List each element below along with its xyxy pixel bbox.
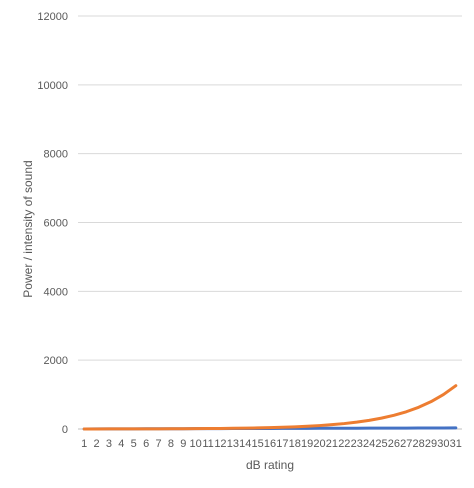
- x-tick-label: 19: [301, 438, 313, 450]
- y-tick-label: 2000: [44, 355, 68, 367]
- x-tick-label: 3: [106, 438, 112, 450]
- x-axis-title: dB rating: [246, 458, 294, 472]
- x-tick-label: 10: [190, 438, 202, 450]
- x-tick-label: 18: [289, 438, 301, 450]
- x-tick-label: 6: [143, 438, 149, 450]
- x-tick-label: 22: [338, 438, 350, 450]
- x-tick-label: 23: [351, 438, 363, 450]
- x-tick-label: 28: [413, 438, 425, 450]
- x-tick-label: 5: [131, 438, 137, 450]
- x-tick-label: 9: [180, 438, 186, 450]
- x-tick-label: 12: [214, 438, 226, 450]
- x-tick-label: 14: [239, 438, 251, 450]
- gridlines: [78, 15, 462, 430]
- x-tick-label: 24: [363, 438, 375, 450]
- y-axis-title: Power / intensity of sound: [21, 160, 35, 297]
- x-tick-label: 8: [168, 438, 174, 450]
- y-tick-label: 0: [62, 424, 68, 436]
- x-tick-label: 4: [118, 438, 124, 450]
- x-tick-label: 1: [81, 438, 87, 450]
- x-tick-label: 25: [375, 438, 387, 450]
- x-tick-label: 20: [313, 438, 325, 450]
- x-tick-label: 30: [437, 438, 449, 450]
- x-tick-label: 31: [450, 438, 462, 450]
- y-tick-label: 10000: [37, 80, 68, 92]
- y-tick-label: 6000: [44, 218, 68, 230]
- x-tick-label: 15: [251, 438, 263, 450]
- series-2: [82, 384, 458, 431]
- x-tick-label: 21: [326, 438, 338, 450]
- x-tick-label: 26: [388, 438, 400, 450]
- y-tick-label: 4000: [44, 286, 68, 298]
- series-line: [82, 384, 458, 431]
- x-tick-label: 29: [425, 438, 437, 450]
- x-tick-label: 27: [400, 438, 412, 450]
- series-lines: [82, 384, 458, 431]
- y-axis-ticks: 0 2000 4000 6000 8000 10000 12000: [37, 11, 68, 436]
- y-tick-label: 12000: [37, 11, 68, 23]
- y-tick-label: 8000: [44, 149, 68, 161]
- x-tick-label: 16: [264, 438, 276, 450]
- x-tick-label: 7: [155, 438, 161, 450]
- x-tick-label: 2: [94, 438, 100, 450]
- x-tick-label: 11: [202, 438, 213, 450]
- x-tick-label: 17: [276, 438, 288, 450]
- x-axis-ticks: 1 2 3 4 5 6 7 8 9 10 11 12 13 14 15 16 17 18 19 20 21 22 23 24 2…: [81, 438, 462, 450]
- x-tick-label: 13: [227, 438, 239, 450]
